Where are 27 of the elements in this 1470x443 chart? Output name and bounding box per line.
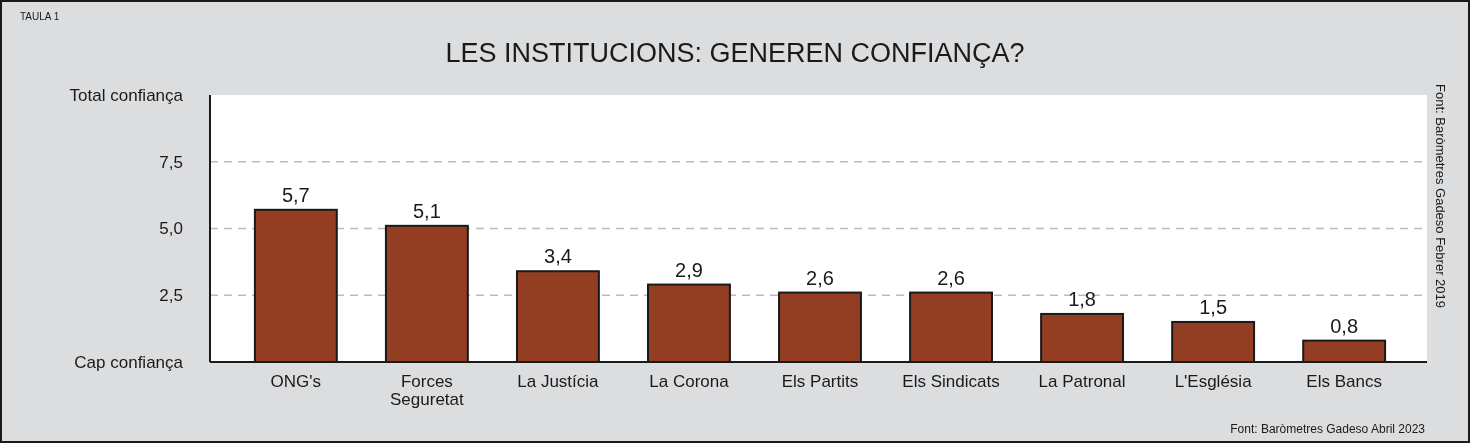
data-label: 3,4 xyxy=(544,245,572,268)
data-label: 0,8 xyxy=(1330,314,1359,337)
data-label: 5,7 xyxy=(281,183,310,206)
x-tick-label: L'Església xyxy=(1174,372,1253,391)
y-tick-label: Cap confiança xyxy=(74,352,184,372)
data-label: 2,6 xyxy=(937,266,965,289)
y-tick-label: 7,5 xyxy=(159,152,183,172)
x-tick-label: Forces Seguretat xyxy=(390,372,465,409)
data-label: 1,8 xyxy=(1068,287,1096,310)
x-tick-label: ONG's xyxy=(270,372,322,391)
chart-title: LES INSTITUCIONS: GENEREN CONFIANÇA? xyxy=(445,38,1025,68)
x-tick-label: Els Partits xyxy=(781,372,859,391)
data-label: 5,1 xyxy=(412,199,441,222)
data-label: 1,5 xyxy=(1199,295,1228,318)
data-label: 2,6 xyxy=(806,266,834,289)
data-label: 2,9 xyxy=(675,258,703,281)
x-tick-label: La Justícia xyxy=(517,372,600,391)
x-tick-label: Els Sindicats xyxy=(902,372,1000,391)
text: TAULA 1 xyxy=(20,11,60,22)
x-tick-label: La Patronal xyxy=(1038,372,1126,391)
y-tick-label: Total confiança xyxy=(69,85,184,105)
text: Font: Baròmetres Gadeso Abril 2023 xyxy=(1230,422,1426,436)
x-tick-label: Els Bancs xyxy=(1306,372,1382,391)
y-tick-label: 5,0 xyxy=(159,219,183,239)
y-tick-label: 2,5 xyxy=(159,286,183,306)
text: Font: Baròmetres Gadeso Febrer 2019 xyxy=(1433,84,1448,309)
x-tick-label: La Corona xyxy=(649,372,730,391)
